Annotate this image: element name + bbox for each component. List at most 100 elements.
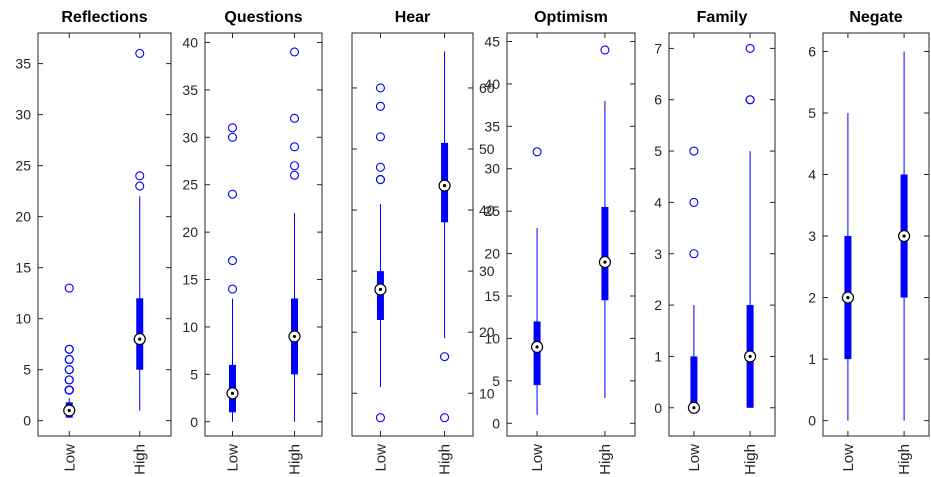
x-tick-label: Low xyxy=(529,444,546,472)
box-body xyxy=(376,271,384,320)
y-tick-label: 15 xyxy=(15,260,31,276)
panel-optimism: Optimism 0 5 10 15 20 25 30 35 40 45 Low High xyxy=(484,9,636,475)
box-high xyxy=(438,51,451,423)
y-tick-label: 0 xyxy=(654,400,662,416)
x-tick-label: Low xyxy=(686,444,703,472)
x-tick-label: High xyxy=(437,444,454,475)
outlier-point xyxy=(289,113,300,123)
y-tick-label: 10 xyxy=(15,311,31,327)
box-low xyxy=(226,123,239,422)
outlier-point xyxy=(64,365,74,375)
y-tick-label: 7 xyxy=(654,40,662,56)
median-dot xyxy=(442,184,447,188)
y-tick-label: 25 xyxy=(15,158,31,174)
axes-frame xyxy=(822,32,930,437)
y-tick-label: 5 xyxy=(492,373,500,389)
outlier-point xyxy=(64,344,74,354)
y-tick-label: 20 xyxy=(484,246,500,262)
y-tick-label: 30 xyxy=(479,263,495,279)
outlier-point xyxy=(689,146,699,156)
y-tick-label: 10 xyxy=(484,330,500,346)
box-body xyxy=(690,356,698,408)
y-tick-label: 25 xyxy=(182,177,198,193)
x-tick-label: High xyxy=(742,444,759,475)
y-tick-label: 40 xyxy=(182,34,198,50)
panel-reflections: Reflections 0 5 10 15 20 25 30 35 Low High xyxy=(15,9,172,475)
axes-frame xyxy=(506,32,636,437)
y-tick-label: 20 xyxy=(479,324,495,340)
axes-frame xyxy=(204,32,323,437)
axes-frame xyxy=(668,32,776,437)
y-tick-label: 5 xyxy=(654,143,662,159)
y-tick-label: 0 xyxy=(492,415,500,431)
y-tick-label: 30 xyxy=(484,161,500,177)
outlier-point xyxy=(227,189,238,199)
median-dot xyxy=(292,334,297,339)
outlier-point xyxy=(375,83,385,93)
y-tick-label: 6 xyxy=(654,92,662,108)
box-high xyxy=(598,45,612,398)
box-high xyxy=(133,48,146,411)
y-tick-label: 25 xyxy=(484,203,500,219)
outlier-point xyxy=(745,43,755,53)
outlier-point xyxy=(375,101,385,111)
y-tick-label: 10 xyxy=(182,319,198,335)
y-tick-label: 5 xyxy=(23,362,31,378)
box-low xyxy=(841,112,855,421)
y-tick-label: 1 xyxy=(654,348,662,364)
y-tick-label: 4 xyxy=(808,167,816,183)
outlier-point xyxy=(64,375,74,385)
outlier-point xyxy=(227,284,238,294)
panel-title: Family xyxy=(697,9,748,26)
y-tick-label: 20 xyxy=(15,209,31,225)
x-tick-label: High xyxy=(132,444,149,475)
x-tick-label: Low xyxy=(840,444,857,472)
y-tick-label: 35 xyxy=(15,56,31,72)
median-dot xyxy=(378,287,383,292)
median-dot xyxy=(603,260,607,264)
outlier-point xyxy=(135,171,145,181)
box-body xyxy=(601,206,609,301)
y-tick-label: 4 xyxy=(654,194,662,210)
median-dot xyxy=(846,295,850,300)
box-low xyxy=(530,147,544,415)
y-tick-label: 0 xyxy=(23,413,31,429)
outlier-point xyxy=(135,48,145,58)
outlier-point xyxy=(532,147,542,157)
y-tick-label: 5 xyxy=(808,105,816,121)
y-tick-label: 15 xyxy=(484,288,500,304)
y-tick-label: 2 xyxy=(808,290,816,306)
box-high xyxy=(743,43,757,408)
y-tick-label: 2 xyxy=(654,297,662,313)
panel-title: Questions xyxy=(224,9,302,26)
panel-hear: Hear 10 20 30 40 50 60 Low High xyxy=(351,9,495,475)
panel-title: Negate xyxy=(849,9,902,26)
axes-frame xyxy=(37,32,172,437)
x-tick-label: High xyxy=(896,444,913,475)
x-tick-label: Low xyxy=(61,444,78,472)
y-tick-label: 10 xyxy=(479,385,495,401)
outlier-point xyxy=(375,132,385,142)
outlier-point xyxy=(289,170,300,180)
median-dot xyxy=(67,408,71,413)
box-low xyxy=(687,146,701,414)
y-tick-label: 60 xyxy=(479,80,495,96)
outlier-point xyxy=(689,197,699,207)
x-tick-label: High xyxy=(287,444,304,475)
panel-title: Hear xyxy=(395,9,431,26)
outlier-point xyxy=(227,123,238,133)
y-tick-label: 35 xyxy=(484,118,500,134)
outlier-point xyxy=(227,132,238,142)
outlier-point xyxy=(745,95,755,105)
median-dot xyxy=(138,337,142,341)
median-dot xyxy=(692,406,696,410)
y-tick-label: 50 xyxy=(479,141,495,157)
box-low xyxy=(63,283,76,418)
x-tick-label: High xyxy=(597,444,614,475)
panel-questions: Questions 0 5 10 15 20 25 30 35 40 Low High xyxy=(182,9,323,475)
y-tick-label: 1 xyxy=(808,351,816,367)
box-body xyxy=(533,321,541,386)
outlier-point xyxy=(689,249,699,259)
box-low xyxy=(374,83,387,423)
outlier-point xyxy=(440,413,450,423)
